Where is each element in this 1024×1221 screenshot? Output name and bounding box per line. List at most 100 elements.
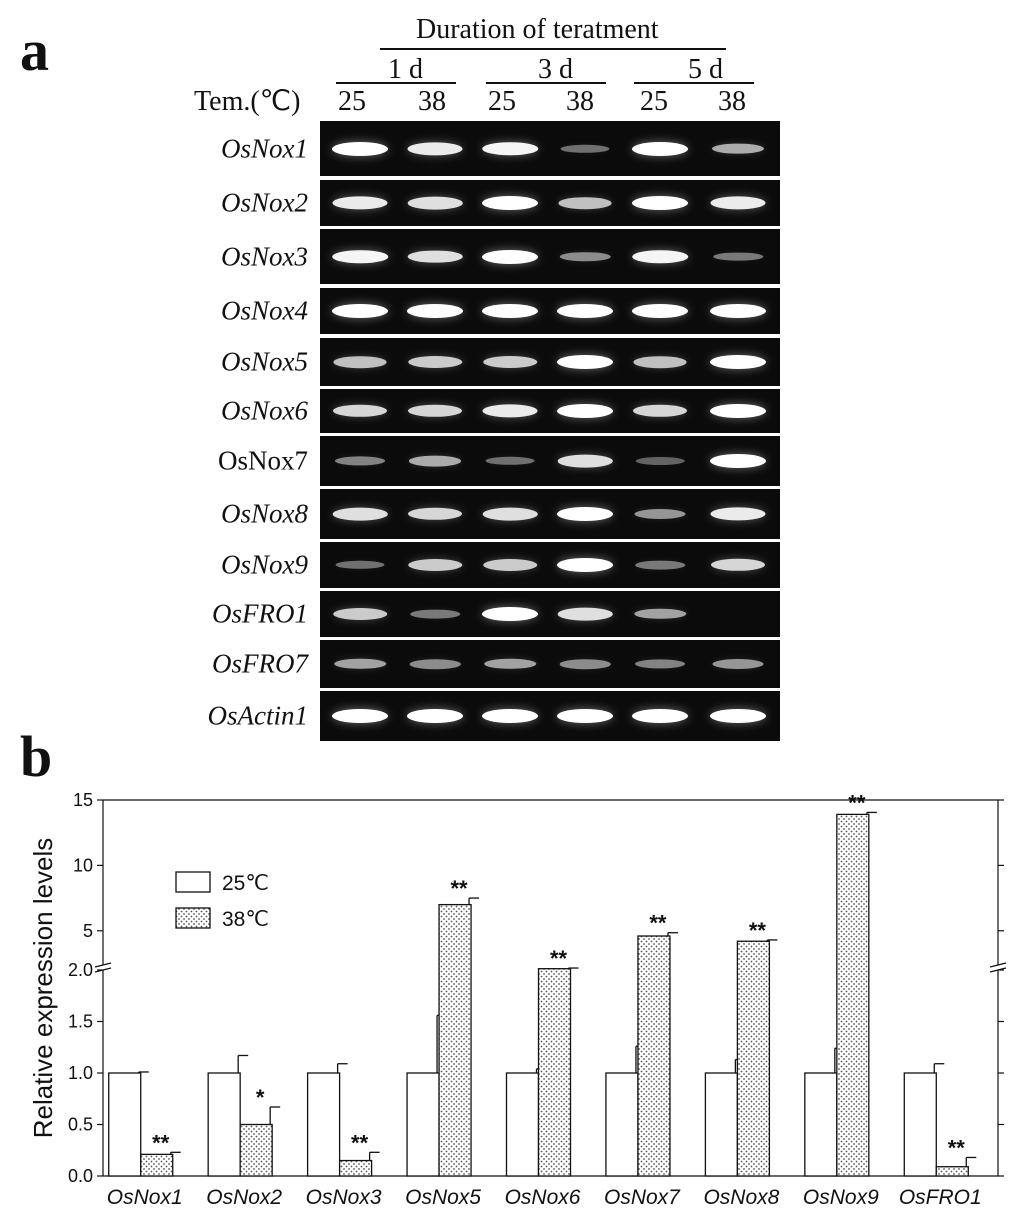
gel-band [557,355,613,369]
gel-band [710,507,766,521]
significance-mark: ** [152,1130,170,1155]
gel-band [713,252,763,261]
gel-row-OsFRO1 [320,591,780,637]
temp-lane-4: 38 [566,86,594,117]
gel-band [332,304,388,318]
gel-band [712,659,764,669]
bar-38C [239,1123,273,1177]
gel-row-OsNox7 [320,436,780,486]
gel-band [557,507,613,521]
gel-band [635,659,685,669]
gel-row-OsNox4 [320,288,780,334]
gel-row-OsNox3 [320,229,780,284]
duration-line-3d [486,82,606,84]
gel-band [558,197,612,209]
y-tick-label: 0.5 [68,1115,93,1135]
gel-row-OsNox2 [320,180,780,226]
gel-band [334,658,386,670]
gel-band [710,709,766,723]
gel-band [632,141,688,156]
gel-band [632,709,688,723]
x-tick-label: OsNox1 [107,1186,183,1209]
gel-band [333,404,387,418]
gel-band [710,355,766,369]
x-tick-label: OsFRO1 [899,1186,982,1209]
panel-label-b: b [20,724,53,789]
gene-label: OsNox2 [221,187,308,218]
gel-band [407,709,463,723]
y-tick-label: 10 [73,855,93,875]
gel-band [482,607,538,621]
y-tick-label: 15 [73,790,93,810]
gel-row-OsNox5 [320,338,780,386]
gel-band [710,196,766,210]
duration-line-1d [336,82,456,84]
duration-line-5d [634,82,754,84]
bar-25C [306,1072,341,1177]
gel-band [409,659,461,669]
gel-band [560,144,610,153]
bar-25C [605,1072,639,1177]
gel-row-OsFRO7 [320,640,780,688]
bar-38C [836,813,870,1177]
duration-label-1d: 1 d [388,54,423,85]
gel-row-OsActin1 [320,691,780,741]
y-tick-label: 1.5 [68,1012,93,1032]
gel-band [712,143,764,154]
significance-mark: ** [649,911,667,936]
bar-25C [108,1072,142,1177]
gel-band [485,456,535,466]
gel-band [483,559,537,571]
gel-band [557,454,613,468]
panel-label-a: a [20,18,49,83]
temp-lane-3: 25 [488,86,516,117]
gel-band [634,509,686,519]
bar-38C [338,1159,373,1177]
legend-label: 25℃ [222,872,269,895]
bar-38C [637,935,671,1177]
gel-band [408,404,462,418]
gel-band [632,249,688,264]
gel-band [333,608,387,620]
gene-label: OsActin1 [207,700,309,731]
gene-label: OsNox8 [221,498,308,529]
gel-band [407,250,463,263]
bar-38C [140,1153,174,1177]
gel-band [634,608,686,620]
gel-band [407,141,463,156]
gel-band [559,659,611,669]
gel-band [482,249,538,264]
x-tick-label: OsNox5 [405,1186,481,1209]
duration-label-5d: 5 d [688,54,723,85]
axis-break-mark [94,962,112,968]
gel-band [335,456,385,466]
gel-band [410,609,460,619]
legend-swatch [175,907,211,929]
gel-band [635,457,685,465]
gel-band [482,141,538,156]
gel-band [332,249,388,264]
bar-38C [935,1166,969,1177]
gel-band [409,455,461,467]
gel-band [710,304,766,318]
bar-25C [406,1072,440,1177]
temp-lane-1: 25 [338,86,366,117]
gel-band [332,507,388,521]
gel-band [482,507,538,521]
gel-band [332,196,388,210]
gel-band [557,709,613,723]
legend-swatch [175,871,211,893]
gel-band [633,404,687,418]
gene-label: OsNox6 [221,395,308,426]
gel-band [332,141,388,156]
x-tick-label: OsNox9 [803,1186,879,1209]
y-tick-label: 1.0 [68,1063,93,1083]
gel-band [333,356,387,368]
gel-band [484,658,536,670]
bar-38C [438,903,472,1177]
temperature-label: Tem.(℃) [194,86,301,117]
duration-underline [380,48,726,50]
bar-25C [505,1072,540,1177]
axis-break-gap [95,965,1006,970]
gel-row-OsNox9 [320,542,780,588]
